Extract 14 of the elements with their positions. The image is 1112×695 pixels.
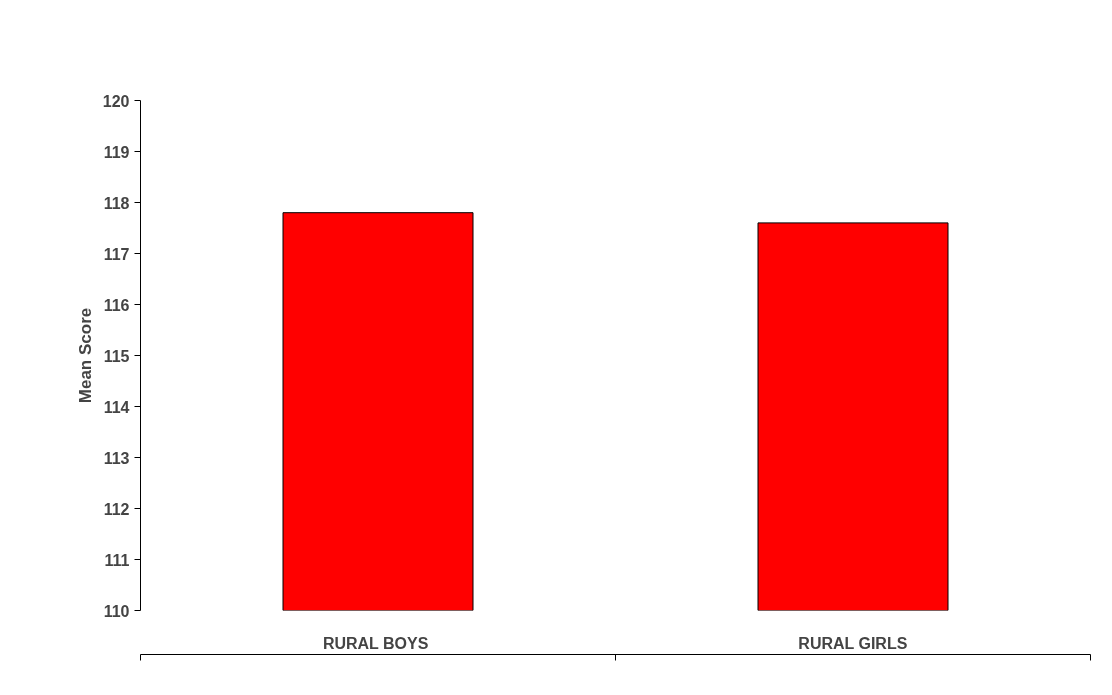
y-tick-label: 113: [103, 449, 130, 467]
y-tick-label: 120: [102, 92, 130, 110]
y-axis-title: Mean Score: [75, 307, 95, 404]
y-tick-label: 114: [103, 398, 130, 416]
y-tick-label: 118: [103, 194, 130, 212]
y-tick-label: 110: [103, 602, 130, 620]
y-tick-label: 115: [103, 347, 130, 365]
y-tick-label: 111: [104, 551, 130, 569]
y-tick-label: 112: [103, 500, 130, 518]
y-tick-label: 117: [103, 245, 130, 263]
y-tick-label: 119: [103, 143, 130, 161]
x-tick-label: RURAL GIRLS: [798, 634, 908, 652]
x-tick-label: RURAL BOYS: [322, 634, 429, 652]
y-tick-label: 116: [103, 296, 130, 314]
